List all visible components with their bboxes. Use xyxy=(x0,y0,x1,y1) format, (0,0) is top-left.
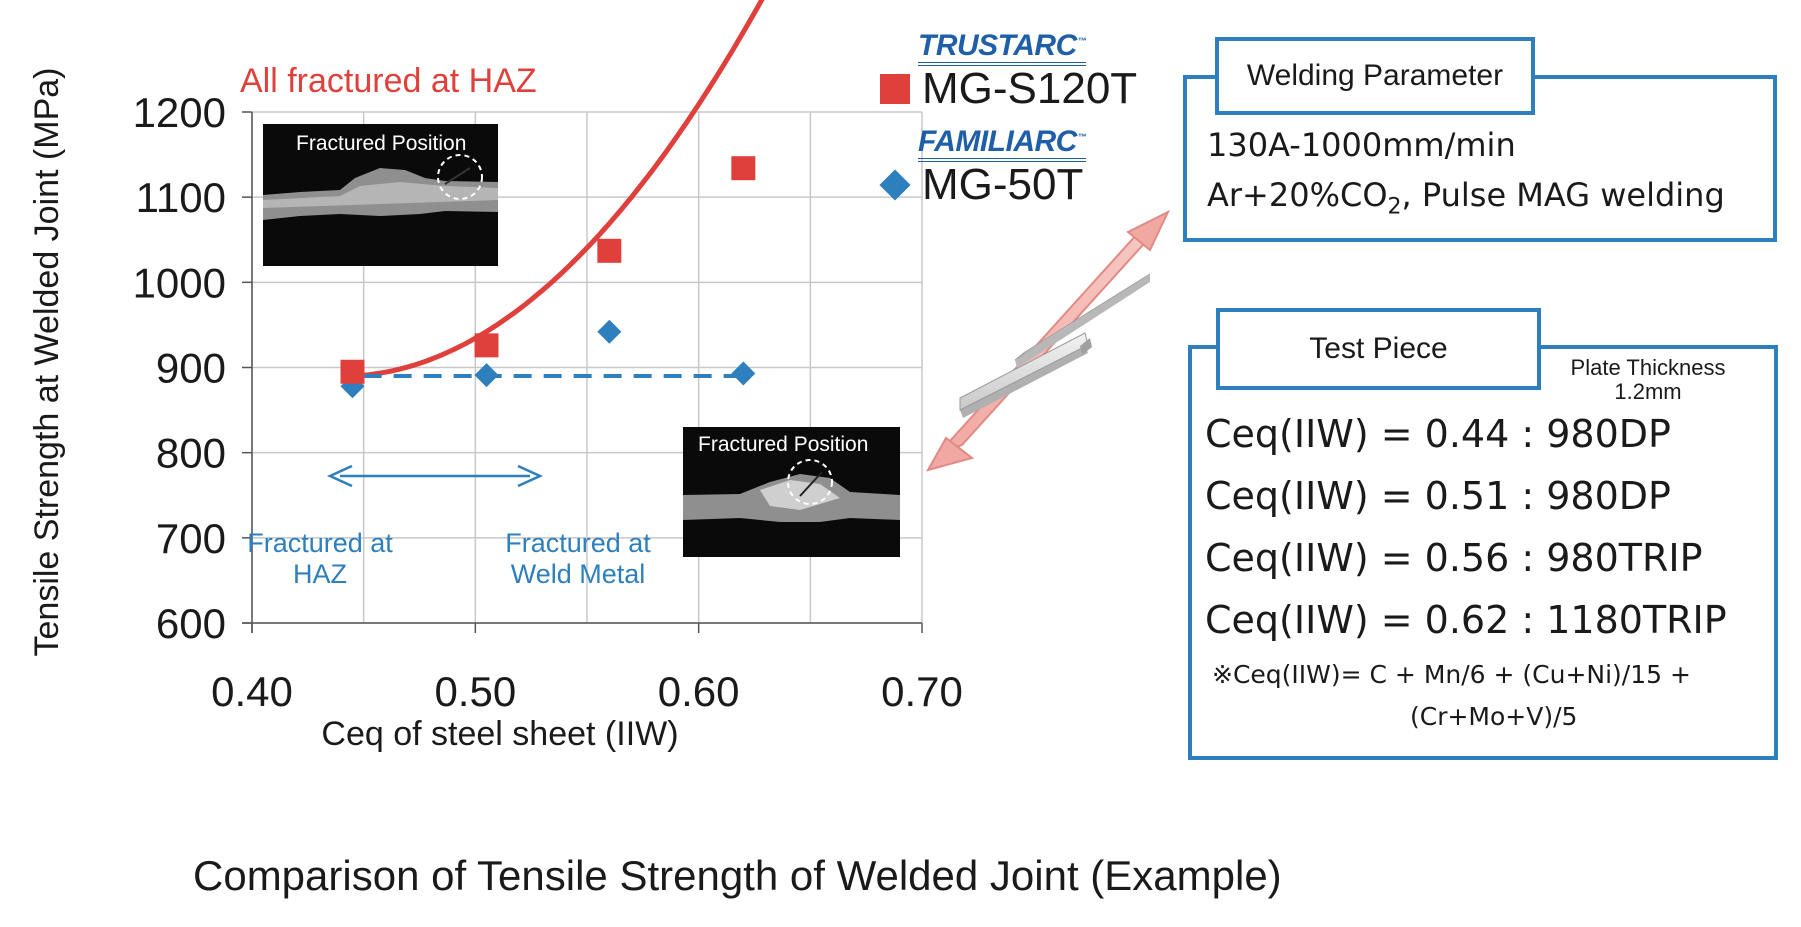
brand-familiarc: FAMILIARC™ xyxy=(918,122,1087,162)
red-trend-curve xyxy=(352,0,765,379)
fracture-photo-1: Fractured Position xyxy=(263,124,498,266)
photo-caption-1: Fractured Position xyxy=(296,132,466,155)
annotation-all-fractured-haz: All fractured at HAZ xyxy=(240,62,537,100)
plate-thickness-value: 1.2mm xyxy=(1614,379,1682,404)
legend-square-marker xyxy=(880,74,910,104)
photo-caption-2: Fractured Position xyxy=(698,433,868,456)
y-tick-label: 600 xyxy=(156,600,226,647)
ceq-line-1: Ceq(IIW) = 0.44 : 980DP xyxy=(1205,412,1671,456)
welding-parameter-title: Welding Parameter xyxy=(1215,37,1535,115)
marker-diamond-mg-50t xyxy=(597,319,622,344)
x-tick-label: 0.70 xyxy=(881,668,963,715)
brand-trustarc-tm: ™ xyxy=(1077,36,1087,46)
ceq-line-2: Ceq(IIW) = 0.51 : 980DP xyxy=(1205,474,1671,518)
brand-familiarc-text: FAMILIARC xyxy=(918,125,1077,158)
y-tick-label: 900 xyxy=(156,345,226,392)
test-piece-box xyxy=(1188,345,1778,760)
welding-line-1: 130A-1000mm/min xyxy=(1207,126,1516,164)
marker-square-mg-s120t xyxy=(731,156,756,181)
x-axis-title: Ceq of steel sheet (IIW) xyxy=(321,715,678,753)
y-tick-label: 700 xyxy=(156,515,226,562)
marker-diamond-mg-50t xyxy=(474,363,499,388)
y-tick-label: 800 xyxy=(156,430,226,477)
annotation-haz-line2: HAZ xyxy=(293,559,347,589)
y-axis-title: Tensile Strength at Welded Joint (MPa) xyxy=(28,68,66,657)
y-tick-label: 1000 xyxy=(133,259,226,306)
y-tick-label: 1100 xyxy=(136,174,226,221)
figure-caption: Comparison of Tensile Strength of Welded… xyxy=(193,852,1282,899)
marker-diamond-mg-50t xyxy=(731,361,756,386)
ceq-line-4: Ceq(IIW) = 0.62 : 1180TRIP xyxy=(1205,598,1727,642)
marker-square-mg-s120t xyxy=(597,238,622,263)
brand-trustarc: TRUSTARC™ xyxy=(918,26,1087,66)
brand-familiarc-tm: ™ xyxy=(1077,132,1087,142)
x-tick-label: 0.40 xyxy=(211,668,293,715)
ceq-line-3: Ceq(IIW) = 0.56 : 980TRIP xyxy=(1205,536,1703,580)
test-piece-illustration xyxy=(925,209,1171,472)
welding-line-2-post: , Pulse MAG welding xyxy=(1401,176,1725,214)
annotation-haz-line1: Fractured at xyxy=(247,528,393,558)
welding-line-2-pre: Ar+20%CO xyxy=(1207,176,1388,214)
x-tick-label: 0.60 xyxy=(658,668,740,715)
plate-thickness-note: Plate Thickness 1.2mm xyxy=(1548,356,1748,404)
legend-label-mg-s120t: MG-S120T xyxy=(922,64,1138,113)
fracture-region-arrow xyxy=(326,464,544,488)
test-piece-title: Test Piece xyxy=(1216,308,1541,390)
y-tick-label: 1200 xyxy=(133,89,226,136)
welding-line-2: Ar+20%CO2, Pulse MAG welding xyxy=(1207,176,1725,219)
data-markers xyxy=(340,156,756,399)
welding-line-2-sub: 2 xyxy=(1387,194,1402,220)
x-tick-label: 0.50 xyxy=(434,668,516,715)
ceq-formula-line-2: (Cr+Mo+V)/5 xyxy=(1410,702,1578,731)
fracture-photo-2: Fractured Position xyxy=(683,427,900,557)
ceq-formula-line-1: ※Ceq(IIW)= C + Mn/6 + (Cu+Ni)/15 + xyxy=(1212,660,1691,689)
legend-label-mg-50t: MG-50T xyxy=(922,160,1084,209)
annotation-weld-metal-line1: Fractured at xyxy=(505,528,651,558)
brand-trustarc-text: TRUSTARC xyxy=(918,29,1077,62)
plot-axes: 600 700 800 900 1000 1100 1200 0.40 0.50 0.60 0.70 xyxy=(133,89,963,715)
marker-square-mg-s120t xyxy=(340,359,365,384)
annotation-weld-metal-line2: Weld Metal xyxy=(511,559,646,589)
marker-square-mg-s120t xyxy=(474,333,499,358)
plate-thickness-label: Plate Thickness xyxy=(1570,355,1726,380)
